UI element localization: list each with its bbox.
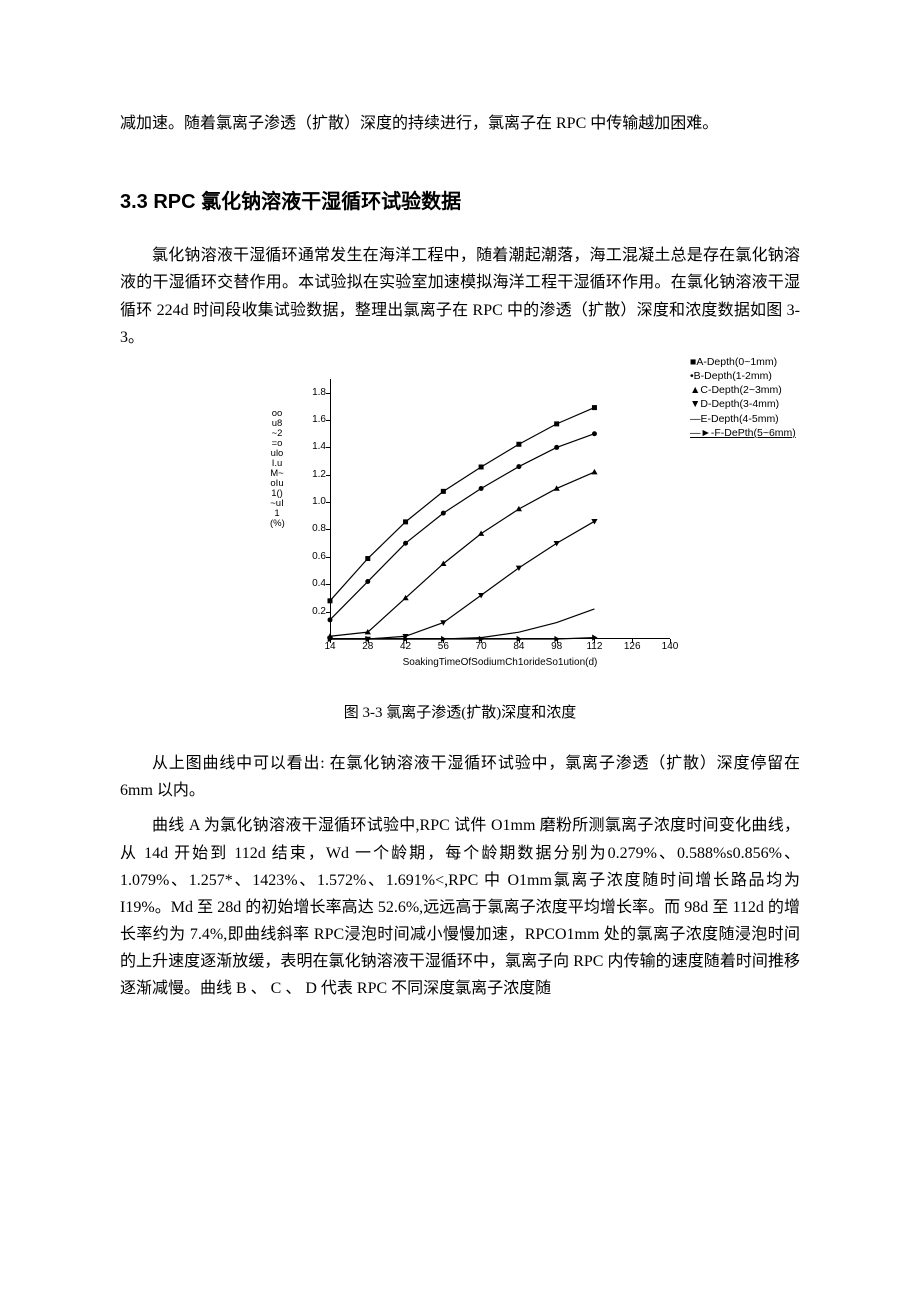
series-marker-C [591, 469, 597, 474]
intro-paragraph: 减加速。随着氯离子渗透（扩散）深度的持续进行，氯离子在 RPC 中传输越加困难。 [120, 110, 800, 137]
series-marker-B [328, 617, 333, 622]
legend-item: —►-F-DePth(5~6mm) [690, 426, 796, 440]
series-marker-F [554, 636, 559, 642]
legend-item: ▼D-Depth(3-4mm) [690, 397, 796, 411]
series-marker-C [478, 530, 484, 535]
legend-item: •B-Depth(1-2mm) [690, 369, 796, 383]
series-marker-F [592, 634, 597, 640]
series-marker-A [592, 405, 597, 410]
series-marker-D [591, 519, 597, 524]
series-line-A [330, 408, 594, 601]
series-marker-B [403, 541, 408, 546]
figure-caption: 图 3-3 氯离子渗透(扩散)深度和浓度 [344, 701, 577, 722]
body-paragraph-1: 从上图曲线中可以看出: 在氯化钠溶液干湿循环试验中，氯离子渗透（扩散）深度停留在… [120, 750, 800, 804]
legend-item: ■A-Depth(0~1mm) [690, 355, 796, 369]
series-line-B [330, 434, 594, 620]
series-marker-B [441, 511, 446, 516]
series-marker-F [517, 636, 522, 642]
series-marker-B [554, 445, 559, 450]
series-marker-A [328, 598, 333, 603]
legend-item: —E-Depth(4-5mm) [690, 412, 796, 426]
series-marker-B [365, 579, 370, 584]
chart: oou8~2=ouloI.uM~oIu1()~uI1(%) SoakingTim… [260, 369, 700, 697]
series-svg [260, 369, 680, 649]
series-line-C [330, 472, 594, 636]
legend-item: ▲C-Depth(2~3mm) [690, 383, 796, 397]
series-marker-A [516, 442, 521, 447]
series-marker-A [554, 421, 559, 426]
series-marker-B [592, 431, 597, 436]
series-marker-B [479, 486, 484, 491]
series-marker-C [516, 506, 522, 511]
series-marker-D [554, 541, 560, 546]
series-marker-A [403, 519, 408, 524]
series-marker-A [479, 464, 484, 469]
series-marker-B [516, 464, 521, 469]
series-marker-A [365, 556, 370, 561]
figure: oou8~2=ouloI.uM~oIu1()~uI1(%) SoakingTim… [120, 369, 800, 722]
x-axis-label: SoakingTimeOfSodiumCh1orideSo1ution(d) [330, 657, 670, 668]
body-paragraph-2: 曲线 A 为氯化钠溶液干湿循环试验中,RPC 试件 O1mm 磨粉所测氯离子浓度… [120, 812, 800, 1002]
legend: ■A-Depth(0~1mm)•B-Depth(1-2mm)▲C-Depth(2… [690, 355, 796, 440]
section-heading: 3.3 RPC 氯化钠溶液干湿循环试验数据 [120, 185, 800, 214]
page: 减加速。随着氯离子渗透（扩散）深度的持续进行，氯离子在 RPC 中传输越加困难。… [0, 0, 920, 1071]
series-marker-F [441, 636, 446, 642]
series-line-E [330, 609, 594, 639]
series-marker-A [441, 489, 446, 494]
section-paragraph: 氯化钠溶液干湿循环通常发生在海洋工程中，随着潮起潮落，海工混凝土总是存在氯化钠溶… [120, 242, 800, 351]
